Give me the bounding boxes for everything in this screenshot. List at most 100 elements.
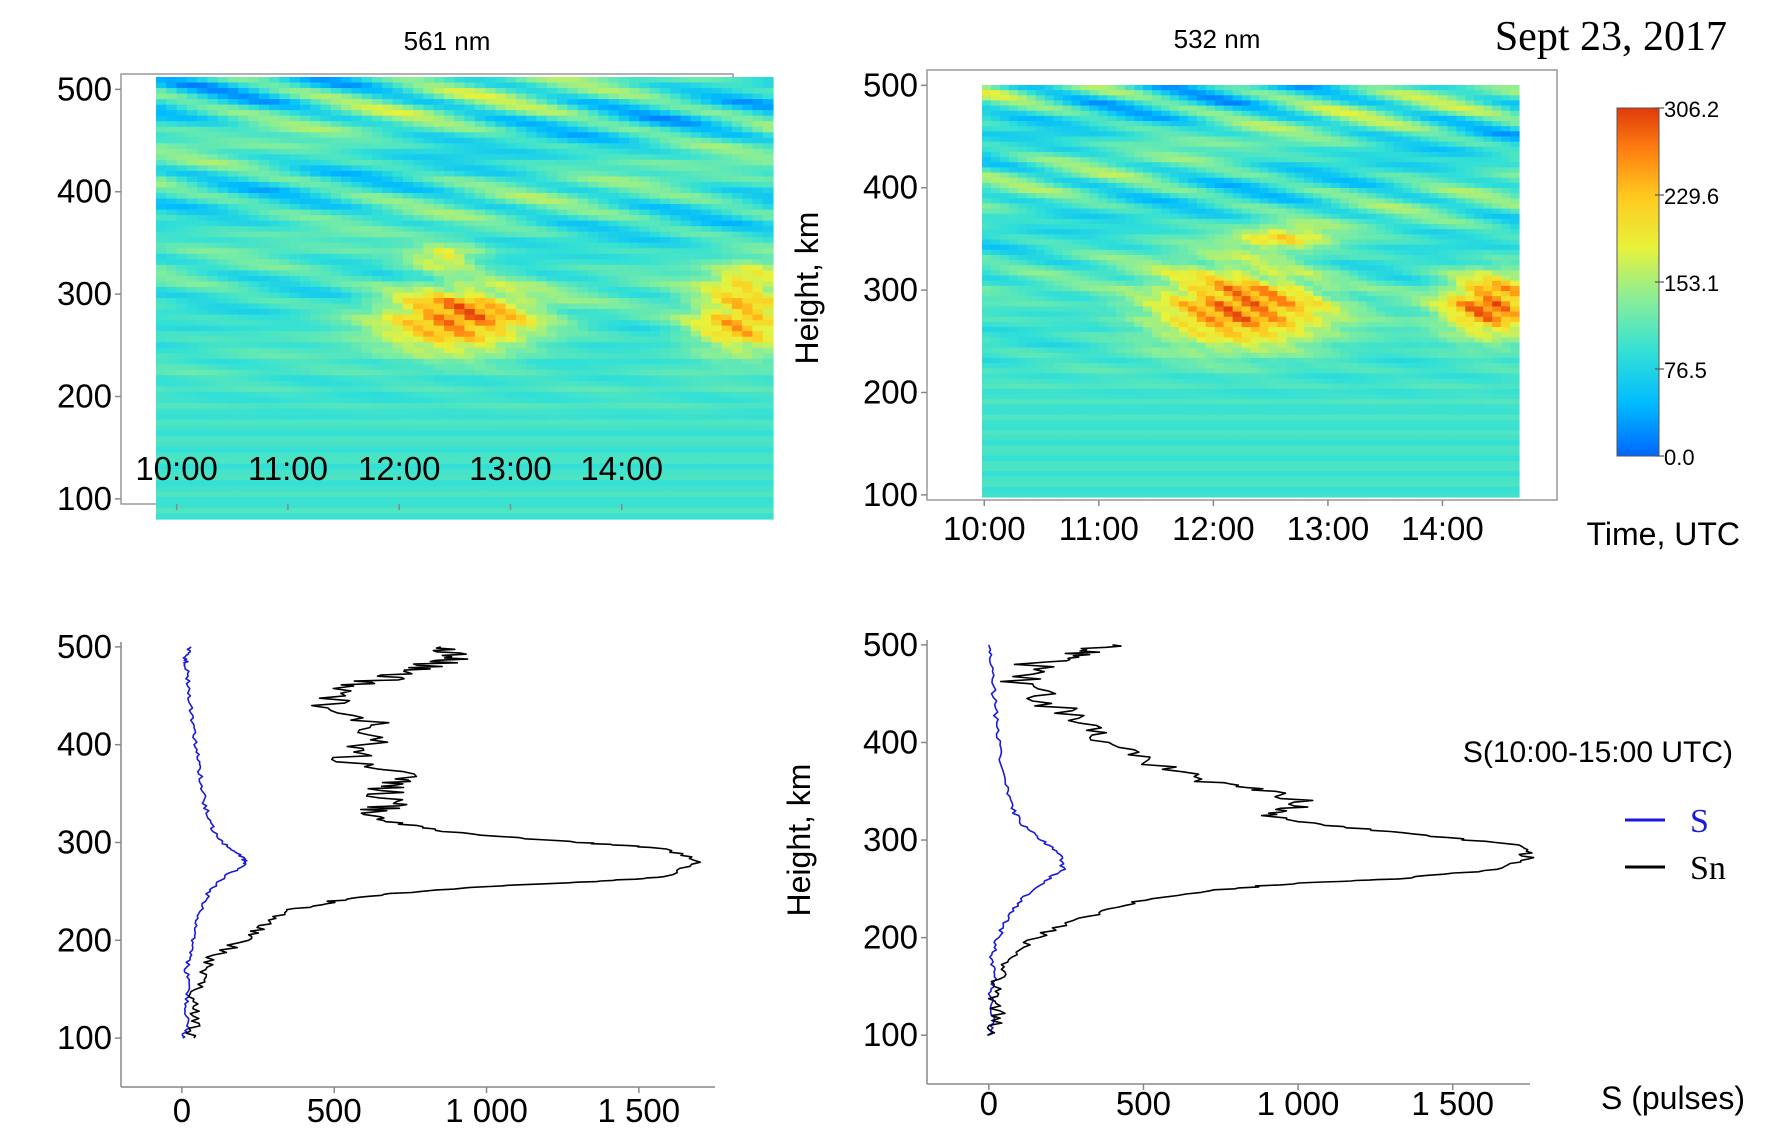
heatmap-cell <box>526 99 538 106</box>
heatmap-cell <box>413 386 424 393</box>
heatmap-cell <box>392 292 404 299</box>
heatmap-cell <box>505 419 517 426</box>
heatmap-cell <box>670 181 682 189</box>
heatmap-cell <box>238 154 250 161</box>
heatmap-cell <box>608 148 620 155</box>
heatmap-cell <box>156 198 167 205</box>
heatmap-cell <box>608 314 620 321</box>
heatmap-cell <box>269 353 280 360</box>
heatmap-cell <box>1161 85 1171 91</box>
heatmap-cell <box>711 154 723 161</box>
heatmap-cell <box>433 458 445 465</box>
heatmap-cell <box>433 320 445 327</box>
heatmap-cell <box>762 110 774 117</box>
heatmap-cell <box>197 215 209 222</box>
heatmap-cell <box>670 226 682 233</box>
heatmap-cell <box>186 386 198 393</box>
heatmap-cell <box>495 430 507 437</box>
heatmap-cell <box>485 364 496 371</box>
heatmap-cell <box>217 198 229 205</box>
heatmap-cell <box>474 215 486 222</box>
heatmap-cell <box>454 226 466 233</box>
heatmap-cell <box>382 491 394 498</box>
heatmap-cell <box>629 513 640 520</box>
heatmap-cell <box>371 414 383 421</box>
heatmap-cell <box>227 110 239 117</box>
heatmap-cell <box>382 264 394 271</box>
heatmap-cell <box>464 159 476 167</box>
heatmap-cell <box>680 441 692 448</box>
heatmap-cell <box>639 303 651 310</box>
heatmap-cell <box>269 336 280 343</box>
heatmap-cell <box>536 452 548 459</box>
heatmap-cell <box>680 452 692 459</box>
heatmap-cell <box>433 226 445 233</box>
heatmap-cell <box>711 286 723 294</box>
heatmap-cell <box>629 176 640 183</box>
heatmap-cell <box>310 325 322 332</box>
heatmap-cell <box>587 121 599 128</box>
heatmap-cell <box>402 298 414 305</box>
heatmap-cell <box>413 458 424 465</box>
heatmap-cell <box>382 82 394 89</box>
heatmap-cell <box>402 402 414 410</box>
heatmap-cell <box>433 99 445 106</box>
heatmap-cell <box>762 176 774 183</box>
heatmap-cell <box>649 414 661 421</box>
heatmap-cell <box>546 143 558 150</box>
heatmap-cell <box>701 364 712 371</box>
heatmap-cell <box>423 391 435 399</box>
heatmap-cell <box>752 391 764 399</box>
heatmap-cell <box>680 436 692 443</box>
heatmap-cell <box>351 480 363 487</box>
heatmap-cell <box>526 347 538 354</box>
heatmap-cell <box>639 353 651 360</box>
heatmap-cell <box>762 419 774 426</box>
heatmap-cell <box>1161 95 1171 102</box>
heatmap-cell <box>474 425 486 432</box>
heatmap-cell <box>598 309 610 316</box>
heatmap-cell <box>731 408 743 415</box>
heatmap-cell <box>423 474 435 481</box>
heatmap-cell <box>156 463 167 470</box>
heatmap-cell <box>546 286 558 294</box>
heatmap-532nm: 532 nm 10:00 11:00 12:00 13:00 14:00 5004003… <box>789 24 1740 552</box>
heatmap-cell <box>413 253 424 260</box>
heatmap-cell <box>382 496 394 504</box>
heatmap-cell <box>1134 85 1144 91</box>
heatmap-cell <box>752 485 764 492</box>
heatmap-cell <box>186 82 198 89</box>
heatmap-cell <box>731 204 743 211</box>
heatmap-cell <box>166 496 178 504</box>
heatmap-cell <box>392 110 404 117</box>
heatmap-cell <box>392 303 404 310</box>
heatmap-cell <box>402 425 414 432</box>
heatmap-cell <box>1384 85 1395 91</box>
heatmap-cell <box>248 458 260 465</box>
heatmap-cell <box>464 507 476 515</box>
heatmap-cell <box>752 286 764 294</box>
heatmap-cell <box>670 82 682 89</box>
heatmap-cell <box>443 380 455 388</box>
heatmap-cell <box>299 170 311 178</box>
heatmap-cell <box>330 425 342 432</box>
heatmap-cell <box>742 209 754 216</box>
heatmap-cell <box>546 485 558 492</box>
heatmap-cell <box>505 209 517 216</box>
heatmap-cell <box>711 463 723 470</box>
heatmap-cell <box>361 364 373 371</box>
heatmap-cell <box>186 391 198 399</box>
heatmap-cell <box>731 248 743 255</box>
heatmap-cell <box>433 375 445 382</box>
heatmap-cell <box>608 458 620 465</box>
heatmap-cell <box>485 215 496 222</box>
heatmap-cell <box>371 286 383 294</box>
heatmap-cell <box>258 121 270 128</box>
heatmap-cell <box>197 77 209 84</box>
heatmap-cell <box>659 165 671 172</box>
heatmap-cell <box>258 414 270 421</box>
heatmap-cell <box>557 165 568 172</box>
heatmap-cell <box>608 358 620 365</box>
heatmap-cell <box>392 491 404 498</box>
heatmap-cell <box>711 325 723 332</box>
